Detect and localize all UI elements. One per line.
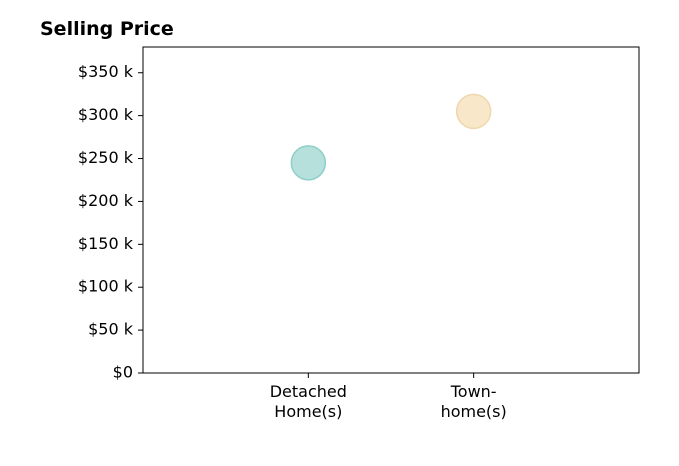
chart-title: Selling Price	[40, 18, 174, 40]
x-tick-label: Detached Home(s)	[270, 382, 347, 421]
plot-frame	[142, 46, 640, 374]
y-tick-label: $50 k	[88, 320, 134, 339]
y-axis: $0 $50 k $100 k $150 k $200 k $250 k $300 k $35…	[78, 62, 143, 382]
y-tick-label: $200 k	[78, 191, 134, 210]
y-tick-label: $350 k	[78, 62, 134, 81]
y-tick-label: $100 k	[78, 277, 134, 296]
y-tick-label: $150 k	[78, 234, 134, 253]
data-point	[455, 93, 492, 130]
y-tick-label: $250 k	[78, 148, 134, 167]
y-tick-label: $0	[113, 363, 133, 382]
x-axis: Detached Home(s) Town-home(s)	[270, 373, 507, 421]
y-tick-label: $300 k	[78, 105, 134, 124]
x-tick-label: Town-home(s)	[441, 382, 507, 421]
data-points	[290, 93, 492, 181]
data-point	[290, 145, 327, 181]
